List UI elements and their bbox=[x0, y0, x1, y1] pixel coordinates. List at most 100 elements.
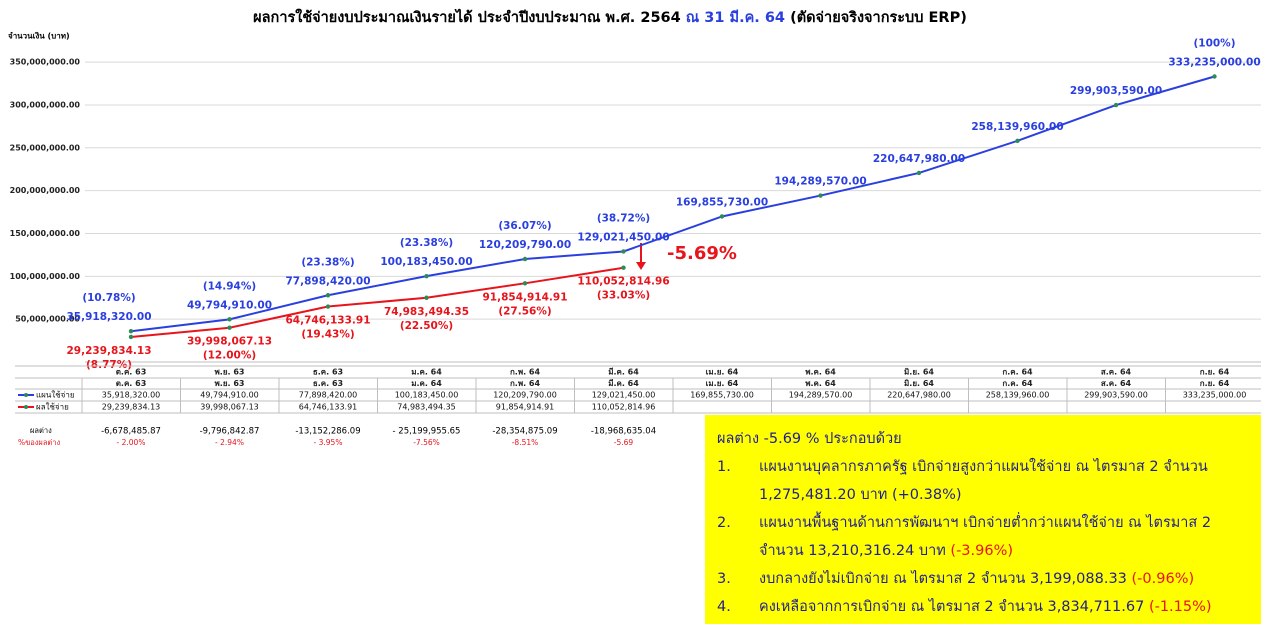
table-cell: 74,983,494.35 bbox=[397, 403, 456, 412]
legend-label: แผนใช้จ่าย bbox=[36, 391, 75, 400]
data-label: 39,998,067.13 bbox=[187, 336, 272, 348]
data-point bbox=[916, 170, 922, 176]
table-cell: 299,903,590.00 bbox=[1084, 391, 1148, 400]
table-cell: 220,647,980.00 bbox=[887, 391, 951, 400]
data-point bbox=[1113, 102, 1119, 108]
data-point bbox=[621, 249, 626, 254]
pct-label: (22.50%) bbox=[400, 320, 453, 332]
y-tick-label: 250,000,000.00 bbox=[10, 143, 81, 152]
diff-value: -18,968,635.04 bbox=[591, 427, 656, 437]
table-header: ส.ค. 64 bbox=[1101, 379, 1132, 388]
note-number: 3. bbox=[717, 571, 731, 587]
y-tick-label: 200,000,000.00 bbox=[10, 186, 81, 195]
data-point bbox=[128, 329, 134, 334]
note-body: งบกลางยังไม่เบิกจ่าย ณ ไตรมาส 2 จำนวน 3,… bbox=[759, 565, 1194, 593]
x-tick-label: ต.ค. 63 bbox=[116, 368, 147, 377]
note-number: 2. bbox=[717, 515, 731, 531]
table-header: พ.ย. 63 bbox=[215, 379, 245, 388]
data-label: 129,021,450.00 bbox=[577, 231, 669, 243]
diff-pct: -5.69 bbox=[614, 438, 634, 447]
note-body: แผนงานบุคลากรภาครัฐ เบิกจ่ายสูงกว่าแผนใช… bbox=[759, 453, 1249, 509]
pct-label: (8.77%) bbox=[86, 359, 132, 371]
title-suffix: (ตัดจ่ายจริงจากระบบ ERP) bbox=[790, 9, 967, 26]
diff-value: -6,678,485.87 bbox=[101, 427, 161, 437]
x-tick-label: ธ.ค. 63 bbox=[313, 368, 343, 377]
pct-label: (23.38%) bbox=[301, 256, 354, 268]
legend-marker bbox=[24, 393, 28, 397]
table-cell: 120,209,790.00 bbox=[493, 391, 557, 400]
pct-label: (27.56%) bbox=[498, 305, 551, 317]
table-cell: 39,998,067.13 bbox=[200, 403, 259, 412]
table-header: ก.ย. 64 bbox=[1200, 379, 1230, 388]
table-cell: 91,854,914.91 bbox=[496, 403, 555, 412]
y-tick-label: 50,000,000.00 bbox=[15, 315, 80, 324]
diff-label: ผลต่าง bbox=[30, 426, 52, 435]
data-label: 64,746,133.91 bbox=[285, 315, 370, 327]
y-axis-label: จำนวนเงิน (บาท) bbox=[8, 32, 70, 41]
series-line bbox=[130, 75, 1215, 333]
y-tick-label: 300,000,000.00 bbox=[10, 100, 81, 109]
note-item: 3. งบกลางยังไม่เบิกจ่าย ณ ไตรมาส 2 จำนวน … bbox=[717, 565, 1249, 593]
table-header: ก.พ. 64 bbox=[510, 379, 541, 388]
data-point bbox=[719, 214, 725, 219]
pct-label: (19.43%) bbox=[301, 329, 354, 341]
diff-value: -13,152,286.09 bbox=[295, 427, 360, 437]
data-label: 258,139,960.00 bbox=[971, 121, 1063, 133]
data-point bbox=[522, 256, 528, 262]
data-point bbox=[227, 325, 232, 330]
data-point bbox=[621, 265, 626, 270]
note-extra: (-0.96%) bbox=[1131, 571, 1195, 587]
data-point bbox=[325, 293, 331, 298]
y-tick-label: 100,000,000.00 bbox=[10, 272, 81, 281]
table-cell: 258,139,960.00 bbox=[986, 391, 1050, 400]
table-cell: 77,898,420.00 bbox=[299, 391, 358, 400]
note-text: แผนงานพื้นฐานด้านการพัฒนาฯ เบิกจ่ายต่ำกว… bbox=[759, 515, 1212, 559]
data-point bbox=[522, 281, 528, 286]
note-item: 4. คงเหลือจากการเบิกจ่าย ณ ไตรมาส 2 จำนวน… bbox=[717, 593, 1249, 621]
note-text: งบกลางยังไม่เบิกจ่าย ณ ไตรมาส 2 จำนวน 3,… bbox=[759, 571, 1127, 587]
data-label: 100,183,450.00 bbox=[380, 256, 472, 268]
data-label: 29,239,834.13 bbox=[66, 345, 151, 357]
table-cell: 35,918,320.00 bbox=[102, 391, 161, 400]
diff-value: - 25,199,955.65 bbox=[393, 427, 461, 437]
data-point bbox=[424, 295, 429, 300]
data-point bbox=[424, 273, 429, 279]
x-tick-label: เม.ย. 64 bbox=[706, 368, 739, 377]
annotation: -5.69% bbox=[667, 243, 737, 264]
data-label: 49,794,910.00 bbox=[187, 299, 272, 311]
table-cell: 110,052,814.96 bbox=[592, 403, 656, 412]
data-point bbox=[227, 317, 232, 322]
note-item: 1. แผนงานบุคลากรภาครัฐ เบิกจ่ายสูงกว่าแผน… bbox=[717, 453, 1249, 509]
table-header: พ.ค. 64 bbox=[805, 379, 836, 388]
data-label: 35,918,320.00 bbox=[66, 311, 151, 323]
table-cell: 333,235,000.00 bbox=[1183, 391, 1247, 400]
data-label: 220,647,980.00 bbox=[873, 153, 965, 165]
data-point bbox=[325, 304, 331, 309]
data-label: 333,235,000.00 bbox=[1168, 56, 1260, 68]
pct-label: (12.00%) bbox=[203, 350, 256, 362]
diff-pct: - 2.94% bbox=[215, 438, 244, 447]
data-label: 194,289,570.00 bbox=[774, 176, 866, 188]
title-main: ผลการใช้จ่ายงบประมาณเงินรายได้ ประจำปีงบ… bbox=[253, 8, 681, 26]
x-tick-label: มิ.ย. 64 bbox=[904, 368, 934, 377]
table-header: ม.ค. 64 bbox=[411, 379, 442, 388]
table-header: ต.ค. 63 bbox=[116, 379, 147, 388]
diff-pct: - 3.95% bbox=[314, 438, 343, 447]
table-cell: 129,021,450.00 bbox=[592, 391, 656, 400]
table-header: เม.ย. 64 bbox=[706, 379, 739, 388]
note-body: คงเหลือจากการเบิกจ่าย ณ ไตรมาส 2 จำนวน 3… bbox=[759, 593, 1212, 621]
x-tick-label: ส.ค. 64 bbox=[1101, 368, 1132, 377]
legend-label: ผลใช้จ่าย bbox=[36, 403, 69, 412]
data-label: 299,903,590.00 bbox=[1070, 85, 1162, 97]
note-body: แผนงานพื้นฐานด้านการพัฒนาฯ เบิกจ่ายต่ำกว… bbox=[759, 509, 1249, 565]
chart-title: ผลการใช้จ่ายงบประมาณเงินรายได้ ประจำปีงบ… bbox=[253, 8, 967, 26]
pct-label: (36.07%) bbox=[498, 220, 551, 232]
note-extra: (-1.15%) bbox=[1148, 599, 1212, 615]
x-tick-label: ก.ย. 64 bbox=[1200, 368, 1230, 377]
annotation-arrowhead bbox=[636, 262, 646, 270]
pct-label: (38.72%) bbox=[597, 212, 650, 224]
note-extra: (-3.96%) bbox=[950, 543, 1014, 559]
y-tick-label: 350,000,000.00 bbox=[10, 58, 81, 67]
note-heading: ผลต่าง -5.69 % ประกอบด้วย bbox=[717, 431, 902, 447]
